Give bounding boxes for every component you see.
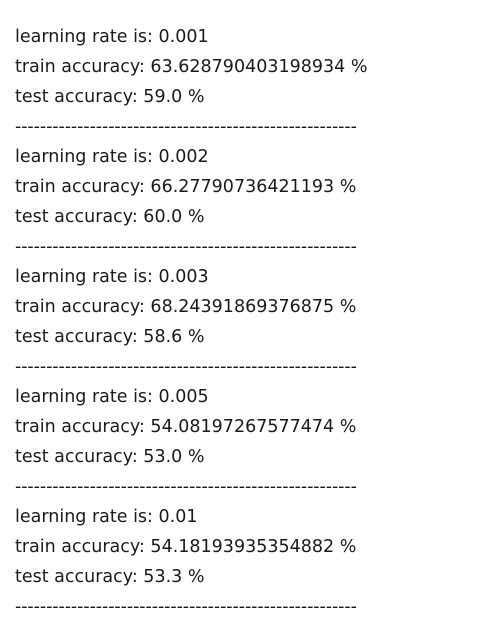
- train-accuracy-line: train accuracy: 54.08197267577474 %: [15, 417, 357, 437]
- learning-rate-line: learning rate is: 0.001: [15, 27, 209, 47]
- test-accuracy-line: test accuracy: 53.3 %: [15, 567, 205, 587]
- output-log: learning rate is: 0.001 train accuracy: …: [15, 22, 485, 622]
- test-accuracy-line: test accuracy: 58.6 %: [15, 327, 205, 347]
- run-block: learning rate is: 0.002 train accuracy: …: [15, 142, 485, 262]
- test-accuracy-line: test accuracy: 59.0 %: [15, 87, 205, 107]
- run-block: learning rate is: 0.001 train accuracy: …: [15, 22, 485, 142]
- learning-rate-line: learning rate is: 0.01: [15, 507, 198, 527]
- train-accuracy-line: train accuracy: 63.628790403198934 %: [15, 57, 368, 77]
- train-accuracy-line: train accuracy: 66.27790736421193 %: [15, 177, 357, 197]
- train-accuracy-line: train accuracy: 68.24391869376875 %: [15, 297, 357, 317]
- test-accuracy-line: test accuracy: 60.0 %: [15, 207, 205, 227]
- run-block: learning rate is: 0.003 train accuracy: …: [15, 262, 485, 382]
- separator-line: ----------------------------------------…: [15, 597, 357, 617]
- learning-rate-line: learning rate is: 0.005: [15, 387, 209, 407]
- separator-line: ----------------------------------------…: [15, 117, 357, 137]
- separator-line: ----------------------------------------…: [15, 477, 357, 497]
- separator-line: ----------------------------------------…: [15, 357, 357, 377]
- learning-rate-line: learning rate is: 0.003: [15, 267, 209, 287]
- run-block: learning rate is: 0.005 train accuracy: …: [15, 382, 485, 502]
- learning-rate-line: learning rate is: 0.002: [15, 147, 209, 167]
- run-block: learning rate is: 0.01 train accuracy: 5…: [15, 502, 485, 622]
- separator-line: ----------------------------------------…: [15, 237, 357, 257]
- train-accuracy-line: train accuracy: 54.18193935354882 %: [15, 537, 357, 557]
- test-accuracy-line: test accuracy: 53.0 %: [15, 447, 205, 467]
